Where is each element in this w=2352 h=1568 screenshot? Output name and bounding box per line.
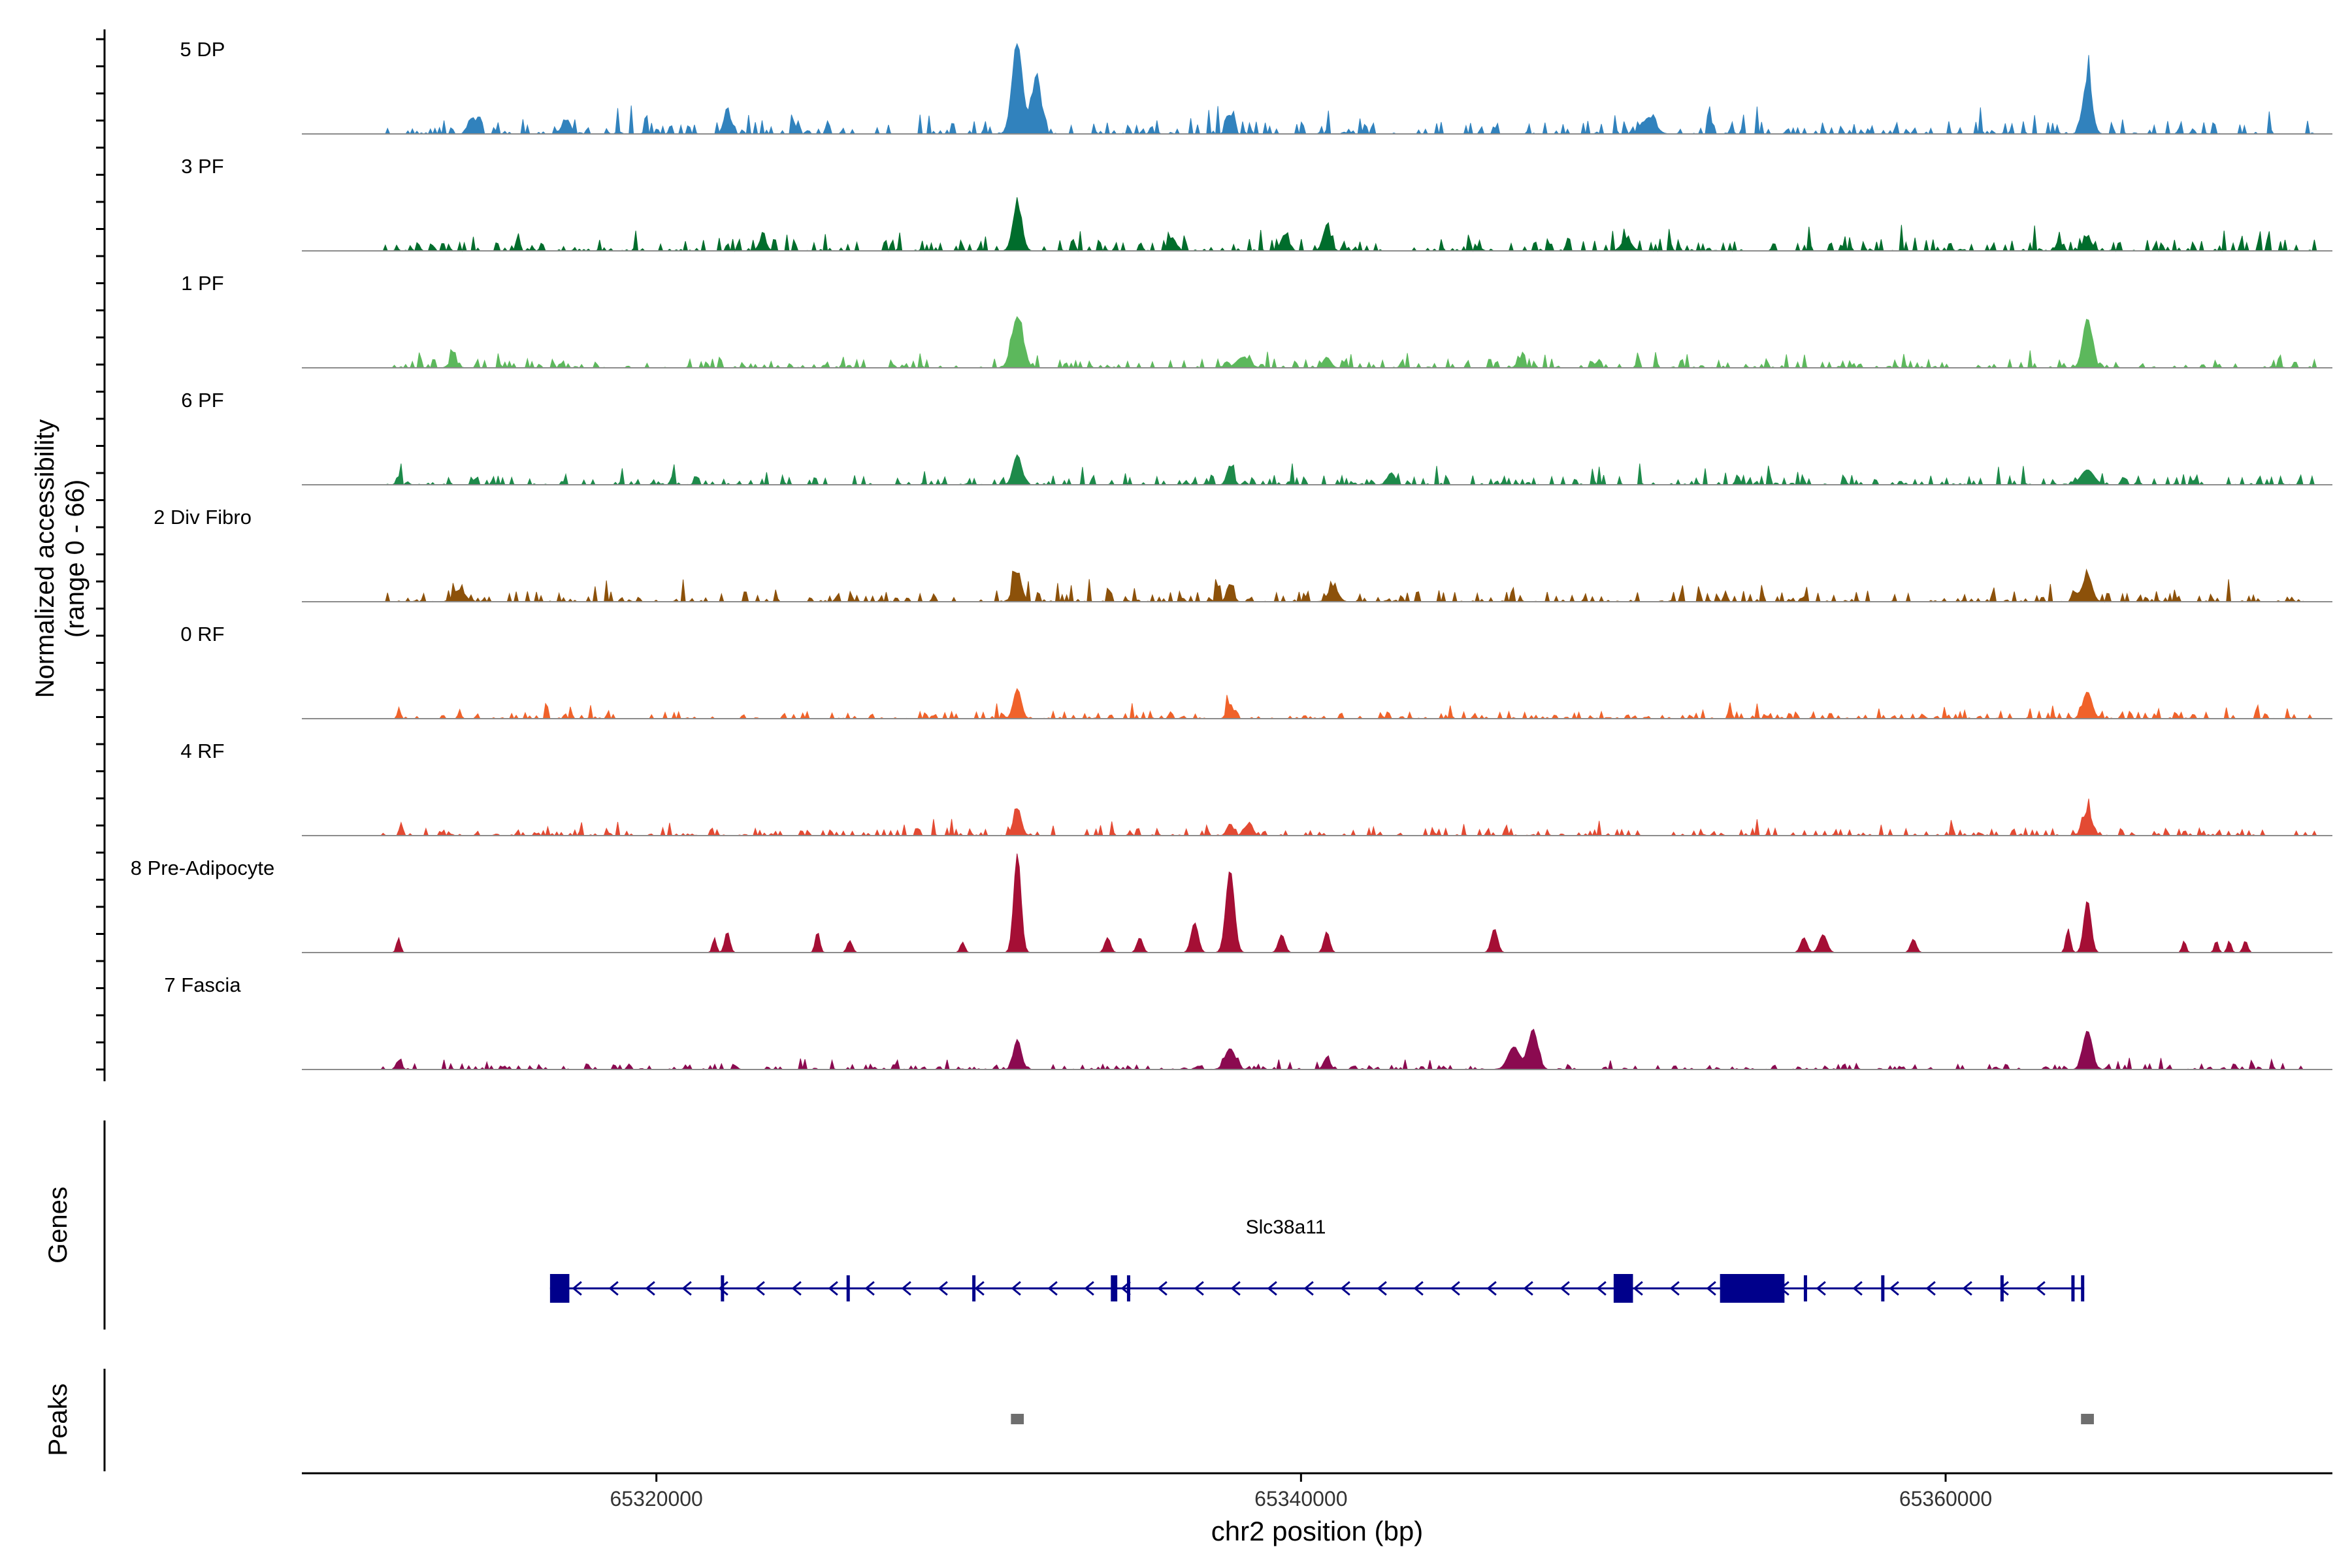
strand-arrow-icon (938, 1281, 948, 1296)
y-axis-title-line1: Normalized accessibility (31, 419, 59, 698)
strand-arrow-icon (828, 1281, 838, 1296)
strand-arrow-icon (864, 1281, 875, 1296)
strand-arrow-icon (1925, 1281, 1936, 1296)
gene-exon (2071, 1275, 2075, 1301)
strand-arrow-icon (901, 1281, 911, 1296)
strand-arrow-icon (1560, 1281, 1570, 1296)
strand-arrow-icon (1267, 1281, 1277, 1296)
coverage-area (302, 568, 2332, 603)
peak-regions (1011, 1414, 2094, 1424)
gene-model (549, 1274, 2085, 1303)
coverage-y-ticks (96, 38, 105, 1071)
track-label: 3 PF (181, 155, 223, 178)
strand-arrow-icon (681, 1281, 692, 1296)
coverage-area (302, 42, 2332, 135)
x-axis-title: chr2 position (bp) (1211, 1516, 1424, 1546)
gene-exon (721, 1275, 725, 1301)
track-0-rf: 0 RF (180, 623, 2332, 720)
x-tick-label: 65360000 (1899, 1487, 1992, 1511)
strand-arrow-icon (1706, 1281, 1716, 1296)
strand-arrow-icon (1816, 1281, 1826, 1296)
gene-exon (2081, 1275, 2085, 1301)
track-2-div-fibro: 2 Div Fibro (154, 506, 2332, 603)
track-1-pf: 1 PF (181, 272, 2332, 369)
strand-arrow-icon (1889, 1281, 1899, 1296)
x-tick-label: 65320000 (610, 1487, 702, 1511)
coverage-tracks: 5 DP 3 PF 1 PF 6 PF 2 Div Fibro 0 RF 4 RF 8 Pre… (131, 38, 2332, 1071)
track-label: 7 Fascia (164, 973, 241, 996)
strand-arrow-icon (1194, 1281, 1204, 1296)
gene-exon (1613, 1274, 1633, 1303)
track-label: 2 Div Fibro (154, 506, 252, 529)
strand-arrow-icon (572, 1281, 582, 1296)
peak-region (2081, 1414, 2094, 1424)
gene-exon (549, 1274, 570, 1303)
strand-arrow-icon (1047, 1281, 1058, 1296)
strand-arrow-icon (974, 1281, 985, 1296)
strand-arrow-icon (718, 1281, 728, 1296)
track-3-pf: 3 PF (181, 155, 2332, 252)
strand-arrow-icon (1303, 1281, 1314, 1296)
coverage-area (302, 1028, 2332, 1071)
track-7-fascia: 7 Fascia (164, 973, 2332, 1071)
strand-arrow-icon (1486, 1281, 1497, 1296)
strand-arrow-icon (1633, 1281, 1643, 1296)
track-4-rf: 4 RF (180, 740, 2332, 837)
strand-arrow-icon (1230, 1281, 1241, 1296)
x-axis-ticks: 65320000 65340000 65360000 (610, 1473, 1992, 1511)
x-tick-label: 65340000 (1254, 1487, 1347, 1511)
gene-exon (972, 1275, 976, 1301)
coverage-area (302, 853, 2332, 953)
y-axis-title-line2: (range 0 - 66) (61, 480, 90, 638)
gene-exon (1111, 1275, 1118, 1301)
track-label: 5 DP (180, 38, 225, 61)
strand-arrow-icon (1011, 1281, 1021, 1296)
gene-exon (1881, 1275, 1885, 1301)
strand-arrow-icon (1962, 1281, 1972, 1296)
gene-exon (1803, 1275, 1807, 1301)
peaks-track-label: Peaks (44, 1383, 73, 1456)
track-5-dp: 5 DP (180, 38, 2332, 135)
track-label: 1 PF (181, 272, 223, 295)
strand-arrow-icon (2035, 1281, 2046, 1296)
track-label: 4 RF (180, 740, 224, 762)
strand-arrow-icon (1669, 1281, 1680, 1296)
strand-arrow-icon (1413, 1281, 1424, 1296)
peak-region (1011, 1414, 1024, 1424)
coverage-area (302, 316, 2332, 369)
strand-arrow-icon (645, 1281, 655, 1296)
gene-exon (1126, 1275, 1130, 1301)
coverage-area (302, 798, 2332, 837)
track-6-pf: 6 PF (181, 389, 2332, 486)
gene-exon (2000, 1275, 2004, 1301)
track-8-pre-adipocyte: 8 Pre-Adipocyte (131, 853, 2332, 953)
strand-arrow-icon (1596, 1281, 1607, 1296)
coverage-area (302, 197, 2332, 252)
coverage-area (302, 688, 2332, 720)
strand-arrow-icon (1377, 1281, 1387, 1296)
coverage-area (302, 454, 2332, 486)
gene-exon (1720, 1274, 1785, 1303)
strand-arrow-icon (608, 1281, 619, 1296)
genes-track-label: Genes (44, 1186, 73, 1264)
strand-arrow-icon (1523, 1281, 1533, 1296)
gene-exon (846, 1275, 850, 1301)
strand-arrow-icon (791, 1281, 802, 1296)
track-label: 0 RF (180, 623, 224, 645)
strand-arrow-icon (1084, 1281, 1094, 1296)
track-label: 8 Pre-Adipocyte (131, 857, 275, 879)
strand-arrow-icon (1852, 1281, 1863, 1296)
track-label: 6 PF (181, 389, 223, 412)
strand-arrow-icon (1157, 1281, 1168, 1296)
strand-arrow-icon (755, 1281, 765, 1296)
strand-arrow-icon (1450, 1281, 1460, 1296)
gene-name-label: Slc38a11 (1246, 1217, 1326, 1238)
strand-arrow-icon (1340, 1281, 1350, 1296)
